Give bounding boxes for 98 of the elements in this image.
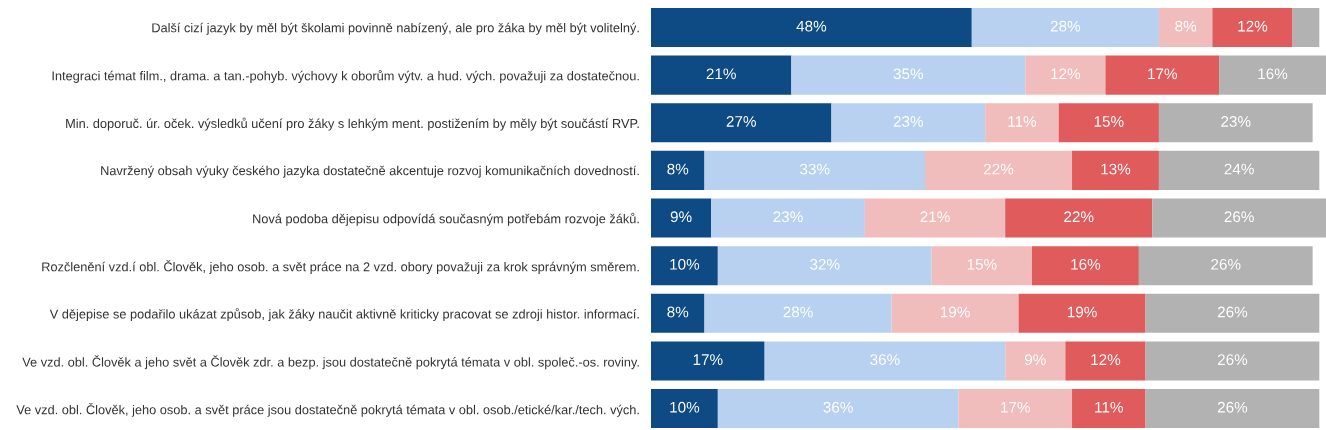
data-label: 9%	[1024, 354, 1046, 366]
y-tick-label: Další cizí jazyk by měl být školami povinně nabízený, ale pro žáka by měl být volitelný.	[152, 22, 639, 35]
data-label: 17%	[1001, 401, 1030, 413]
data-label: 48%	[796, 20, 827, 32]
data-label: 10%	[670, 401, 700, 413]
bar	[651, 198, 712, 238]
bar	[651, 293, 705, 333]
y-tick-label: Integraci témat film., drama. a tan.-pohyb. výchovy k oborům výtv. a hud. vých. považuji za dostatečnou.	[52, 69, 639, 83]
bar	[651, 246, 718, 286]
data-label: 24%	[1224, 163, 1254, 175]
bar	[864, 198, 1006, 238]
y-tick-label: Ve vzd. obl. Člověk, jeho osob. a svět práce jsou dostatečně pokrytá témata v obl. osob./etické/kar./tech. vých.	[16, 402, 639, 417]
y-tick-label: V dějepise se podařilo ukázat způsob, jak žáky naučit aktivně kriticky pracovat se zdroji histor. informací.	[49, 308, 639, 322]
bar	[651, 55, 792, 95]
bar	[711, 198, 865, 238]
data-label: 17%	[1148, 68, 1178, 80]
data-label: 13%	[1101, 163, 1131, 175]
data-label: 23%	[1221, 116, 1251, 127]
bar	[717, 389, 959, 429]
data-label: 22%	[984, 163, 1014, 175]
data-label: 26%	[1217, 306, 1248, 318]
bar	[1145, 341, 1320, 381]
y-tick-label: Rozčlenění vzd.í obl. Člověk, jeho osob. a svět práce na 2 vzd. obory považuji za krok správným směrem.	[42, 260, 639, 274]
bar	[717, 246, 932, 286]
bar	[958, 389, 1073, 429]
data-label: 28%	[783, 306, 813, 318]
bar	[1072, 150, 1159, 190]
data-label: 8%	[667, 163, 689, 175]
bar	[985, 103, 1059, 143]
data-label: 19%	[1067, 306, 1097, 318]
bar	[1005, 198, 1153, 238]
data-label: 12%	[1238, 20, 1268, 32]
data-label: 16%	[1258, 68, 1288, 80]
data-label: 8%	[1175, 20, 1197, 32]
bar	[1005, 341, 1066, 381]
bar	[651, 341, 765, 381]
bar	[651, 150, 705, 190]
data-label: 9%	[670, 211, 692, 223]
data-label: 32%	[810, 258, 840, 270]
data-label: 23%	[773, 211, 803, 223]
y-tick-label: Navržený obsah výuky českého jazyka dostatečně akcentuje rozvoj komunikačních dovedností.	[101, 165, 639, 178]
data-label: 12%	[1051, 68, 1081, 80]
data-label: 16%	[1071, 258, 1101, 270]
data-label: 26%	[1217, 401, 1248, 413]
bar	[891, 293, 1019, 333]
y-tick-label: Nová podoba dějepisu odpovídá současným potřebám rozvoje žáků.	[253, 212, 639, 226]
data-label: 26%	[1211, 258, 1241, 270]
data-label: 35%	[893, 68, 924, 80]
bar	[1105, 55, 1220, 95]
bar	[1138, 246, 1313, 286]
data-label: 36%	[870, 354, 900, 366]
bar	[925, 150, 1073, 190]
bar	[1145, 389, 1320, 429]
y-tick-label: Min. doporuč. úr. oček. výsledků učení pro žáky s lehkým ment. postižením by měly být součástí RVP.	[66, 117, 639, 131]
data-label: 10%	[670, 258, 700, 270]
bar	[931, 246, 1032, 286]
bar	[1292, 7, 1320, 48]
data-label: 17%	[693, 354, 723, 365]
bar	[1152, 198, 1326, 238]
bar	[1072, 389, 1146, 429]
data-label: 21%	[920, 211, 950, 223]
data-label: 11%	[1008, 116, 1037, 127]
data-label: 28%	[1050, 20, 1081, 32]
bar	[1058, 103, 1159, 143]
data-label: 15%	[1094, 116, 1124, 127]
bar	[1158, 103, 1313, 143]
bar	[764, 341, 1006, 381]
data-label: 26%	[1224, 211, 1254, 223]
bar	[1031, 246, 1139, 286]
data-label: 15%	[967, 259, 997, 270]
bar	[1219, 55, 1326, 95]
bar	[651, 103, 832, 143]
bar	[1018, 293, 1146, 333]
data-label: 11%	[1095, 401, 1123, 413]
bar	[1145, 293, 1320, 333]
data-label: 8%	[667, 306, 689, 318]
data-label: 12%	[1091, 354, 1121, 365]
data-label: 36%	[823, 401, 853, 413]
bar	[704, 293, 892, 333]
data-label: 26%	[1217, 354, 1248, 366]
data-label: 27%	[726, 116, 756, 127]
bar	[971, 7, 1159, 48]
bar	[1212, 7, 1293, 48]
bar	[704, 150, 926, 190]
data-label: 23%	[893, 116, 924, 127]
bar	[831, 103, 986, 143]
bar	[791, 55, 1026, 95]
data-label: 19%	[940, 306, 970, 318]
data-label: 22%	[1064, 211, 1094, 223]
bar	[651, 389, 718, 429]
bar	[1025, 55, 1106, 95]
data-label: 33%	[800, 163, 830, 175]
bar	[1158, 7, 1213, 48]
bar	[1065, 341, 1146, 381]
y-tick-label: Ve vzd. obl. Člověk a jeho svět a Člověk zdr. a bezp. jsou dostatečně pokrytá témata v obl. společ.-os. roviny.	[22, 355, 639, 370]
bar	[1158, 150, 1320, 190]
bar	[651, 7, 972, 48]
data-label: 21%	[706, 68, 736, 80]
